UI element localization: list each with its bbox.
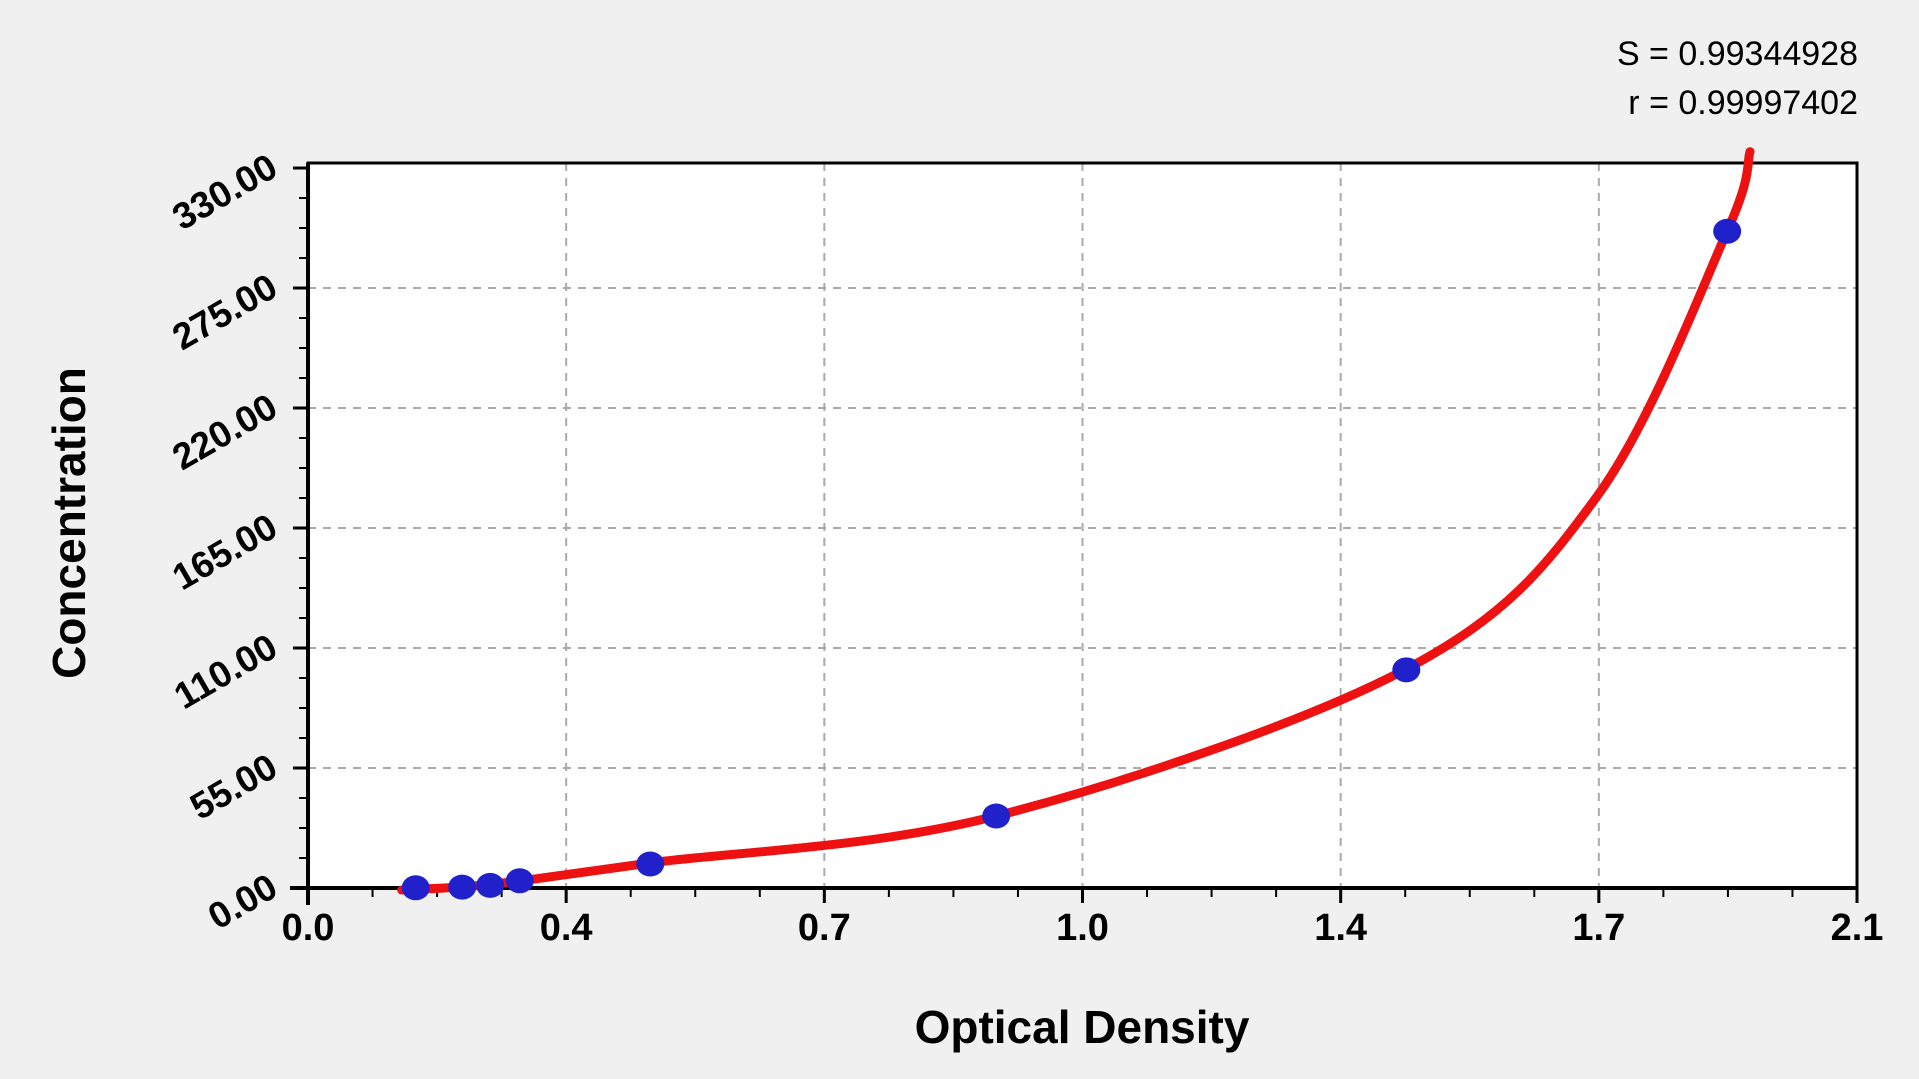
x-tick-label: 1.7 xyxy=(1572,907,1626,949)
x-tick-label: 2.1 xyxy=(1830,907,1884,949)
x-tick-label: 1.4 xyxy=(1314,907,1368,949)
x-tick-label: 0.4 xyxy=(539,907,593,949)
data-point xyxy=(448,874,477,900)
x-tick-label: 1.0 xyxy=(1056,907,1109,949)
data-point xyxy=(982,803,1011,829)
data-point xyxy=(1392,657,1421,683)
fit-s-value: S = 0.99344928 xyxy=(1616,35,1858,73)
data-point xyxy=(401,875,430,901)
x-tick-label: 0.0 xyxy=(281,907,335,949)
fit-r-value: r = 0.99997402 xyxy=(1628,84,1858,122)
data-point xyxy=(636,851,665,877)
data-point xyxy=(505,868,534,894)
data-point xyxy=(1713,218,1742,244)
x-tick-label: 0.7 xyxy=(797,907,851,949)
data-point xyxy=(476,872,505,898)
x-axis-title: Optical Density xyxy=(914,1001,1250,1053)
fit-statistics: S = 0.99344928 r = 0.99997402 xyxy=(1617,30,1858,128)
